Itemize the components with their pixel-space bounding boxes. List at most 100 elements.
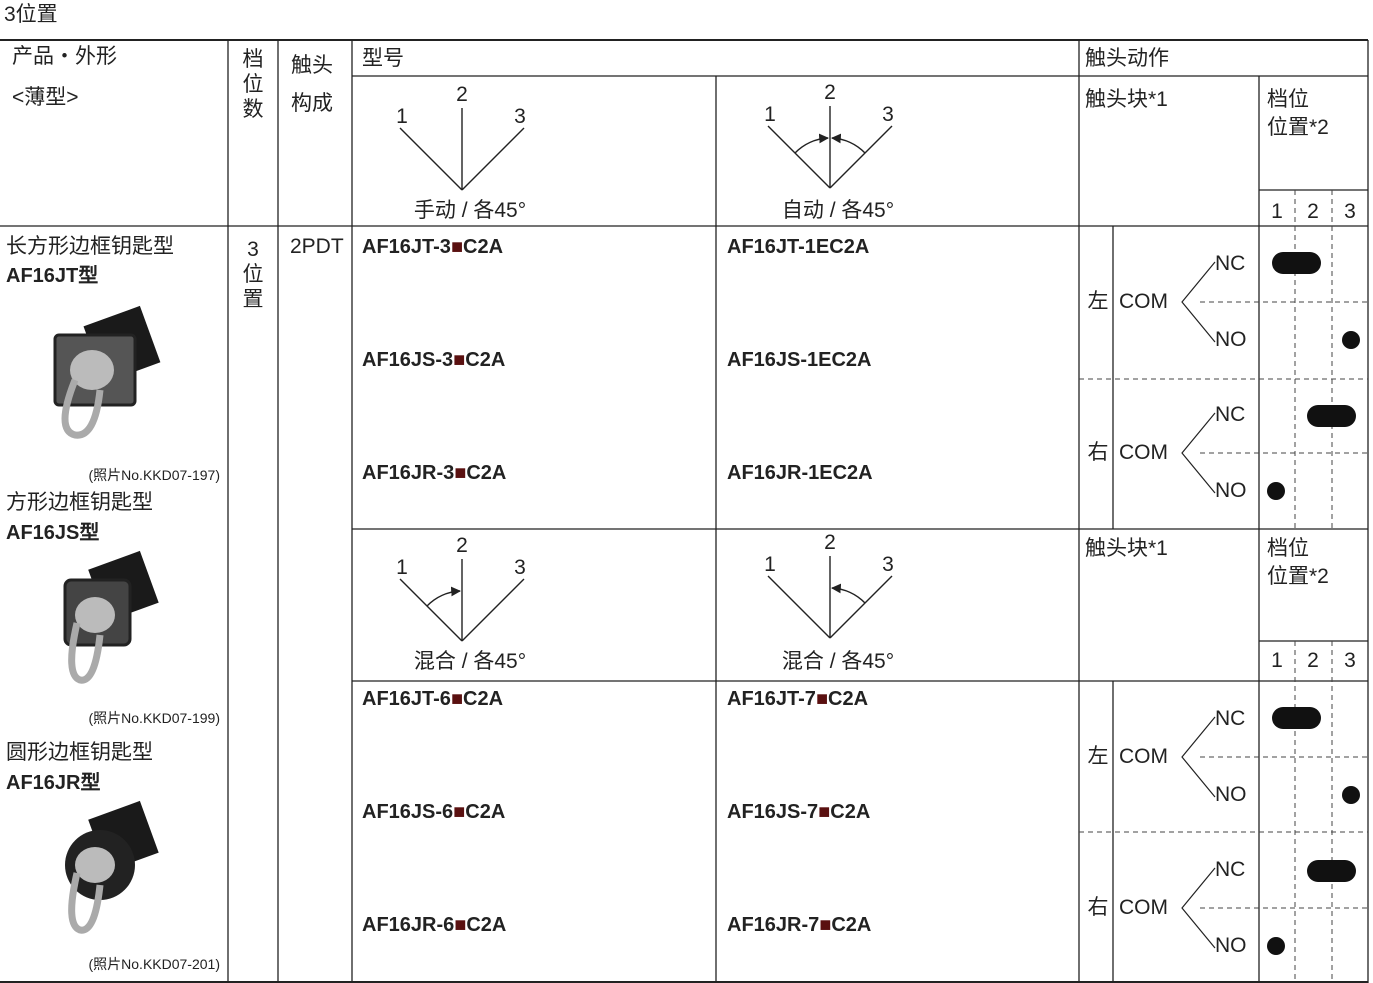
product-photos: [53, 305, 161, 934]
contact-block-title: 触头块*1: [1085, 88, 1168, 111]
diagram-label: 3: [514, 105, 526, 128]
position-number: 1: [1271, 649, 1283, 672]
header-model: 型号: [362, 47, 404, 70]
diagram-label: 2: [824, 81, 836, 104]
contact-on: [1342, 786, 1360, 804]
contact-no: NO: [1215, 479, 1247, 502]
contact-nc: NC: [1215, 707, 1246, 730]
product-model: AF16JR型: [6, 772, 101, 794]
product-model: AF16JS型: [6, 522, 100, 544]
dashed-grid: [1079, 190, 1368, 982]
position-title: 位置*2: [1267, 116, 1329, 139]
position-number: 2: [1307, 200, 1319, 223]
diagram-line: [767, 575, 831, 639]
position-number: 3: [1344, 200, 1356, 223]
contact-side: 左: [1087, 745, 1109, 768]
diagram-line: [461, 578, 525, 642]
position-title: 位置*2: [1267, 565, 1329, 588]
product-name: 圆形边框钥匙型: [6, 741, 153, 764]
contact-bracket: [1181, 261, 1216, 343]
diagram-label: 3: [514, 556, 526, 579]
model-number: AF16JT-3■C2A: [362, 236, 504, 258]
product-name: 长方形边框钥匙型: [6, 235, 174, 258]
contact-on: [1267, 937, 1285, 955]
diagram-label: 1: [396, 556, 408, 579]
photo: [65, 800, 159, 934]
contact-on: [1307, 405, 1356, 427]
diagram-arrow: [794, 133, 829, 154]
diagram-caption: 混合 / 各45°: [781, 650, 895, 673]
diagram-line: [399, 127, 463, 191]
contact-com: COM: [1119, 896, 1168, 919]
model-number: AF16JR-7■C2A: [727, 914, 872, 936]
model-number: AF16JT-7■C2A: [727, 688, 869, 710]
diagram-caption: 手动 / 各45°: [413, 199, 527, 222]
model-number: AF16JS-3■C2A: [362, 349, 506, 371]
contact-block-title: 触头块*1: [1085, 537, 1168, 560]
contact-config: 2PDT: [290, 235, 344, 258]
diagram-line: [399, 578, 463, 642]
contact-side: 右: [1087, 896, 1109, 919]
diagram-arrow: [426, 586, 461, 607]
contact-on: [1272, 707, 1321, 729]
position-title: 档位: [1267, 537, 1309, 560]
position-number: 3: [1344, 649, 1356, 672]
product-name: 方形边框钥匙型: [6, 491, 153, 514]
model-number: AF16JT-6■C2A: [362, 688, 504, 710]
model-number: AF16JT-1EC2A: [727, 236, 870, 258]
contact-side: 右: [1087, 441, 1109, 464]
position-title: 档位: [1267, 88, 1309, 111]
model-number: AF16JR-3■C2A: [362, 462, 507, 484]
diagram-caption: 自动 / 各45°: [781, 199, 895, 222]
contact-nc: NC: [1215, 252, 1246, 275]
contact-on: [1267, 482, 1285, 500]
contact-bracket: [1181, 716, 1216, 798]
diagram-label: 1: [396, 105, 408, 128]
diagram-caption: 混合 / 各45°: [413, 650, 527, 673]
contact-side: 左: [1087, 290, 1109, 313]
product-model: AF16JT型: [6, 265, 99, 287]
model-number: AF16JR-6■C2A: [362, 914, 507, 936]
model-number: AF16JS-6■C2A: [362, 801, 506, 823]
diagram-arrow: [831, 133, 866, 154]
photo-caption: (照片No.KKD07-199): [88, 710, 221, 726]
contact-on: [1342, 331, 1360, 349]
diagram-label: 1: [764, 103, 776, 126]
diagram-label: 2: [456, 83, 468, 106]
contact-bracket: [1181, 412, 1216, 494]
header-product: 产品・外形: [12, 45, 117, 68]
contact-no: NO: [1215, 783, 1247, 806]
photo-caption: (照片No.KKD07-201): [88, 956, 221, 972]
photo-caption: (照片No.KKD07-197): [88, 467, 221, 483]
contact-com: COM: [1119, 441, 1168, 464]
diagram-label: 3: [882, 103, 894, 126]
contact-com: COM: [1119, 745, 1168, 768]
position-number: 1: [1271, 200, 1283, 223]
diagram-label: 3: [882, 553, 894, 576]
contact-com: COM: [1119, 290, 1168, 313]
grid: [0, 39, 1369, 983]
position-count: 3位置: [242, 238, 264, 311]
contact-on: [1272, 252, 1321, 274]
contact-nc: NC: [1215, 858, 1246, 881]
diagram-label: 2: [824, 531, 836, 554]
photo: [63, 550, 159, 684]
diagram-arrow: [831, 583, 866, 604]
header-contacts: 触头构成: [291, 54, 333, 115]
page-title: 3位置: [4, 3, 58, 26]
header-positions: 档位数: [242, 48, 264, 121]
header-action: 触头动作: [1085, 47, 1169, 70]
diagram-label: 2: [456, 534, 468, 557]
position-number: 2: [1307, 649, 1319, 672]
contact-on: [1307, 860, 1356, 882]
diagram-line: [829, 575, 893, 639]
contact-bracket: [1181, 867, 1216, 949]
model-number: AF16JS-1EC2A: [727, 349, 872, 371]
model-number: AF16JR-1EC2A: [727, 462, 873, 484]
photo: [53, 305, 161, 439]
diagram-line: [767, 125, 831, 189]
contact-nc: NC: [1215, 403, 1246, 426]
diagram-label: 1: [764, 553, 776, 576]
